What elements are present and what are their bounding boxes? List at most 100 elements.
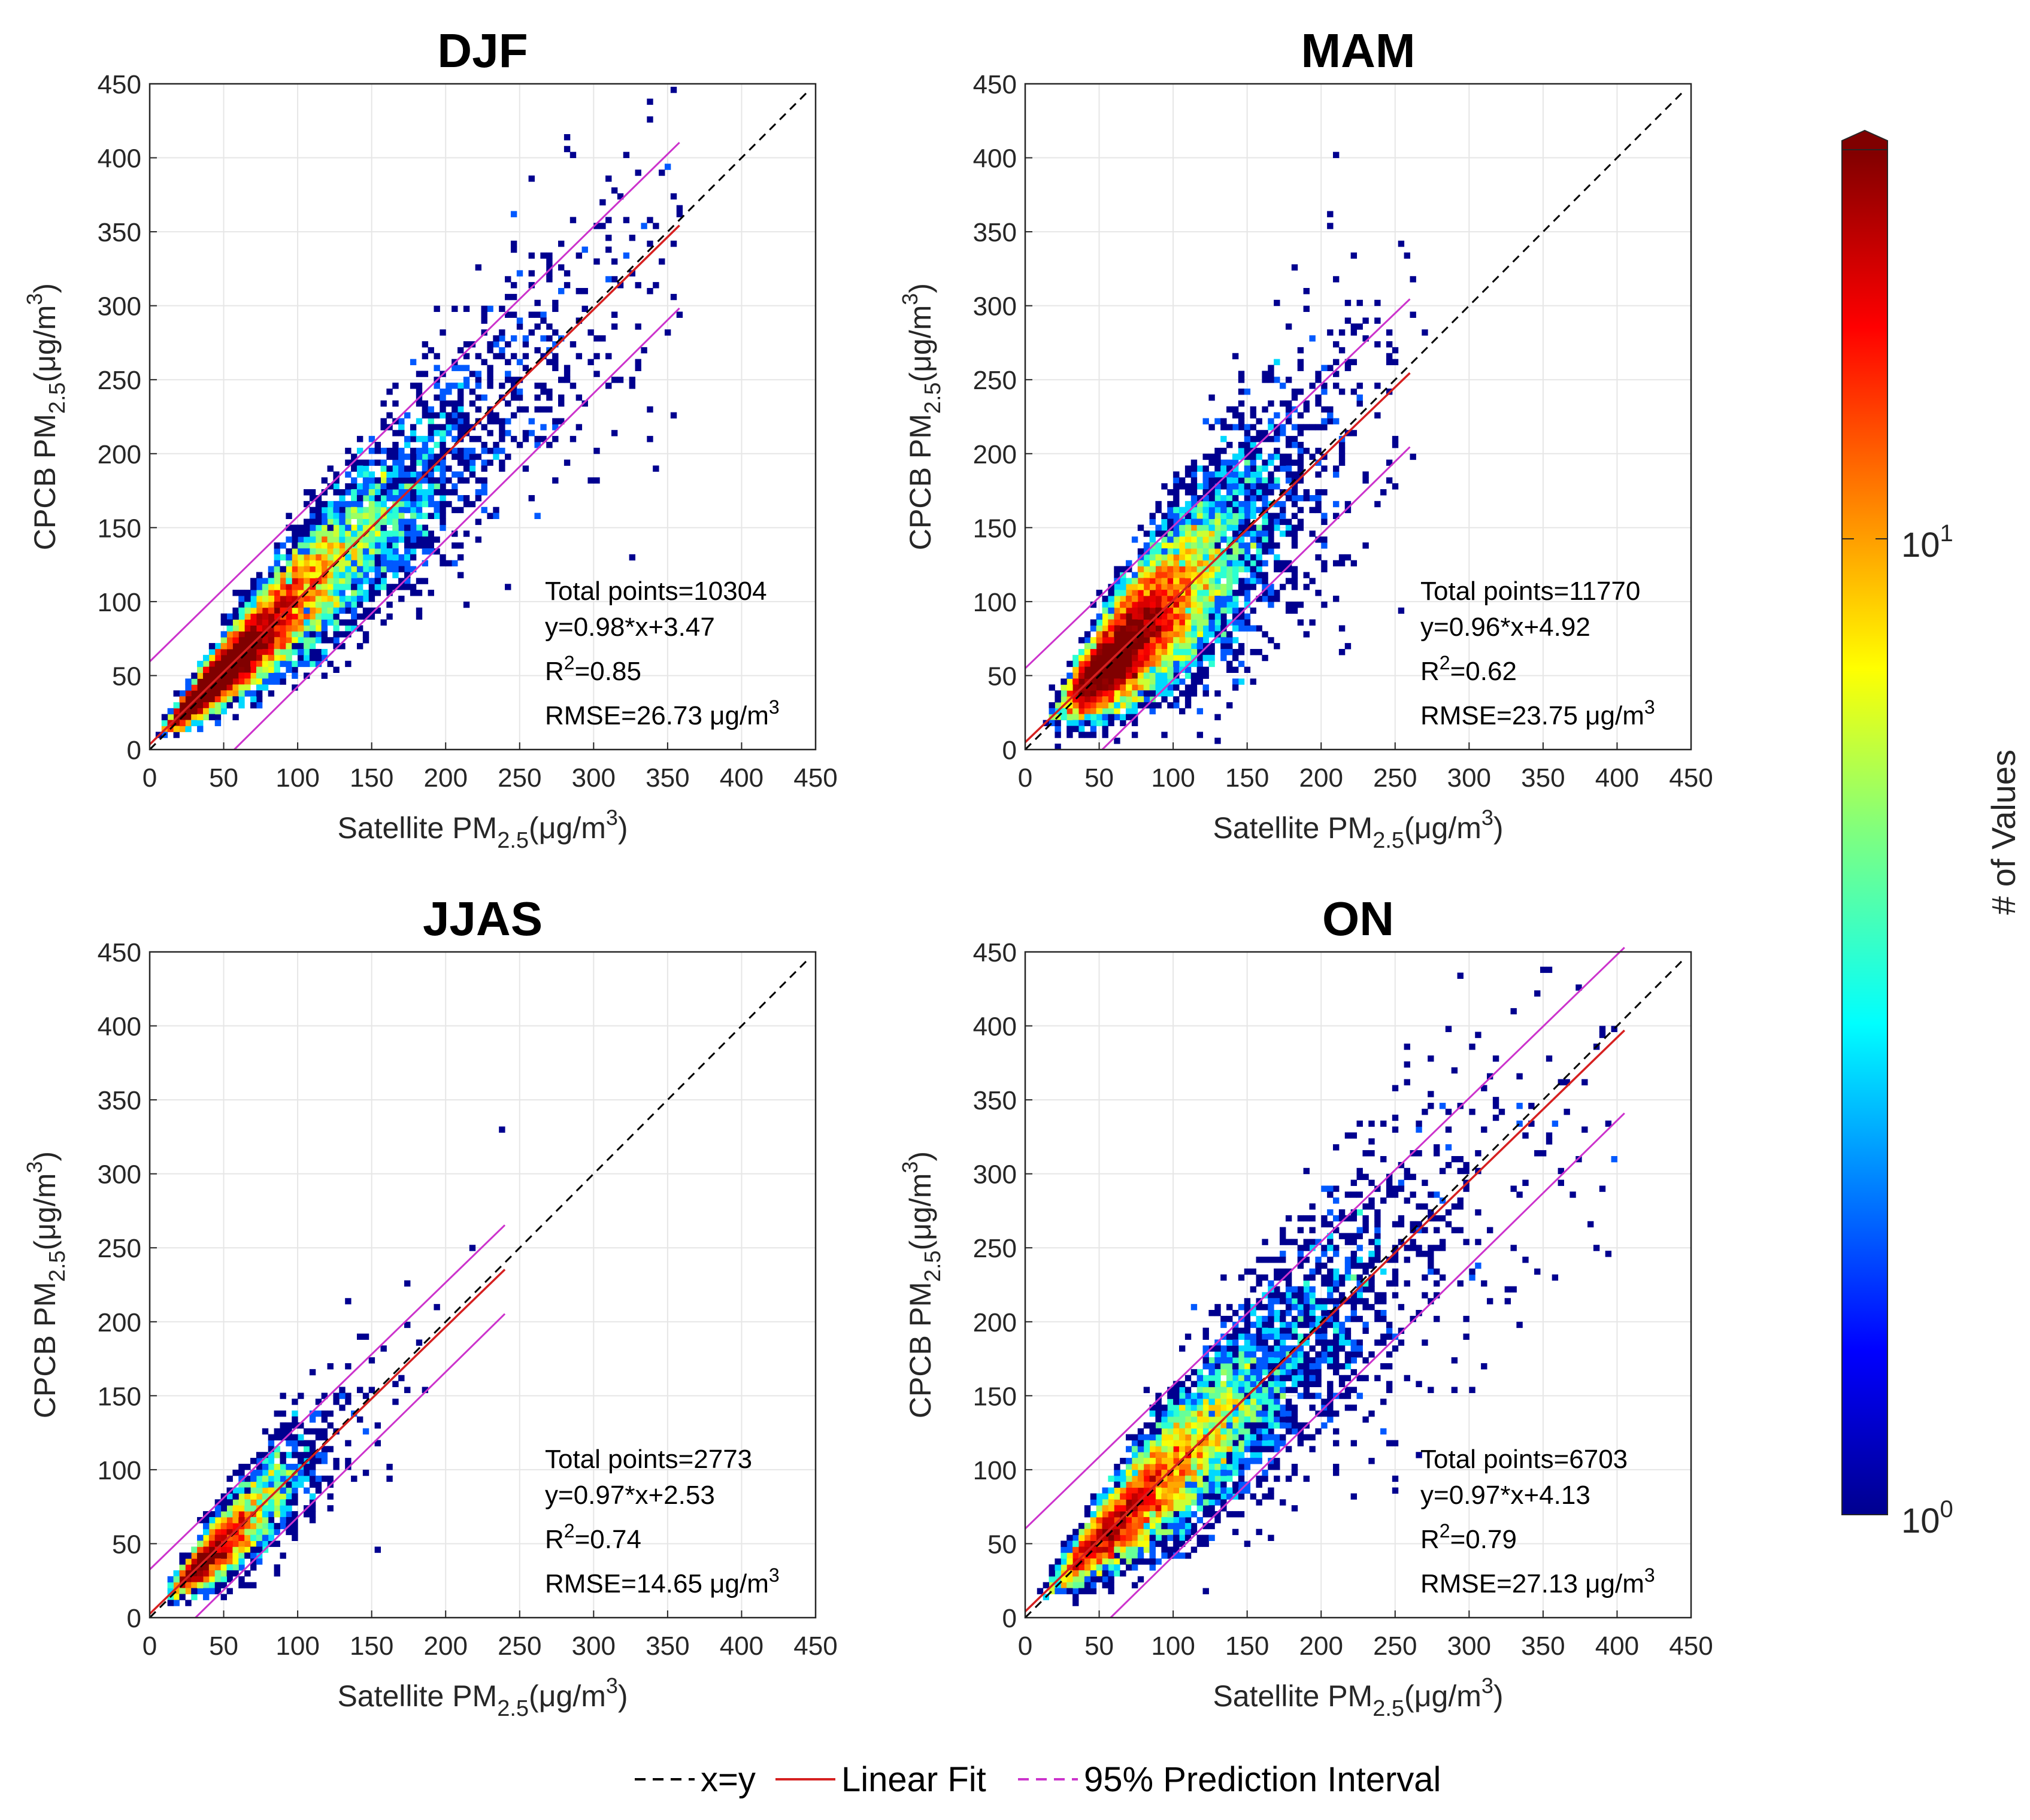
density-bin [321,1434,328,1440]
density-bin [321,619,328,626]
density-bin [1220,637,1227,644]
density-bin [1155,1440,1162,1446]
density-bin [1374,1221,1381,1228]
density-bin [392,447,399,454]
density-bin [1108,1475,1114,1482]
density-bin [1184,1416,1192,1423]
density-bin [1244,500,1251,508]
density-bin [416,400,423,407]
density-bin [1137,1540,1144,1547]
density-bin [1220,524,1227,531]
density-bin [179,1564,186,1571]
density-bin [268,619,275,626]
density-bin [327,1446,334,1452]
density-bin [1220,1428,1227,1435]
density-bin [321,1416,328,1423]
density-bin [327,542,334,549]
density-bin [1155,1511,1162,1518]
density-bin [1202,1493,1209,1500]
density-bin [250,666,257,674]
density-bin [1274,590,1280,596]
density-bin [280,1499,286,1506]
density-bin [1244,1333,1251,1340]
density-bin [244,672,251,679]
density-bin [339,548,346,555]
density-bin [309,660,316,668]
x-tick-label: 150 [1225,763,1269,793]
density-bin [1167,631,1174,638]
density-bin [1120,672,1126,679]
density-bin [434,548,440,555]
density-bin [1274,1440,1280,1446]
density-bin [1327,418,1334,424]
density-bin [280,1469,286,1476]
density-bin [1268,596,1274,602]
density-bin [1137,1493,1144,1500]
density-bin [374,590,381,596]
x-tick-label: 50 [1084,763,1114,793]
density-bin [1250,1333,1256,1340]
x-axis-label-close: ) [618,811,628,845]
density-bin [1220,1393,1227,1399]
density-bin [1268,1381,1274,1388]
density-bin [1102,613,1108,620]
density-bin [1173,578,1180,584]
density-bin [280,1552,286,1559]
density-bin [303,654,310,662]
density-bin [1078,732,1085,738]
density-bin [339,512,346,520]
density-bin [1404,1257,1410,1263]
density-bin [214,696,222,703]
density-bin [1072,702,1079,709]
density-bin [268,578,275,584]
density-bin [1131,1493,1138,1500]
density-bin [238,678,245,685]
density-bin [303,1452,310,1458]
density-bin [1303,1381,1310,1388]
density-bin [1291,1381,1298,1388]
density-bin [362,506,369,514]
density-bin [1114,1564,1120,1571]
density-bin [1356,1315,1363,1322]
density-bin [274,1570,280,1577]
x-tick-label: 400 [1595,1631,1639,1661]
density-bin [1190,1487,1198,1494]
density-bin [1250,436,1256,442]
density-bin [475,518,482,525]
stat-rmse-sup: 3 [769,1564,780,1586]
density-bin [1202,518,1209,525]
density-bin [286,524,292,531]
density-bin [262,584,269,590]
density-bin [1120,607,1126,614]
density-bin [569,383,577,389]
density-bin [1332,151,1340,159]
density-bin [1344,1268,1352,1275]
density-bin [238,1546,245,1553]
density-bin [339,596,346,602]
density-bin [1173,1405,1180,1411]
density-bin [1090,1499,1097,1506]
density-bin [1256,436,1262,442]
density-bin [303,578,310,584]
density-bin [1428,1055,1434,1062]
density-bin [1256,548,1262,555]
density-bin [522,353,529,360]
density-bin [315,500,322,508]
density-bin [1262,1315,1268,1322]
density-bin [1072,684,1079,691]
density-bin [327,572,334,578]
density-bin [611,276,618,283]
density-bin [563,365,571,371]
density-bin [1362,1203,1369,1210]
density-bin [1374,383,1381,389]
density-bin [1167,566,1174,572]
stat-rmse-sup: 3 [769,696,780,718]
density-bin [262,643,269,650]
density-bin [1102,1540,1108,1547]
density-bin [1143,530,1150,537]
density-bin [428,430,434,436]
density-bin [1315,1315,1322,1322]
density-bin [1173,477,1180,484]
density-bin [1475,1239,1481,1245]
density-bin [1190,1422,1198,1429]
